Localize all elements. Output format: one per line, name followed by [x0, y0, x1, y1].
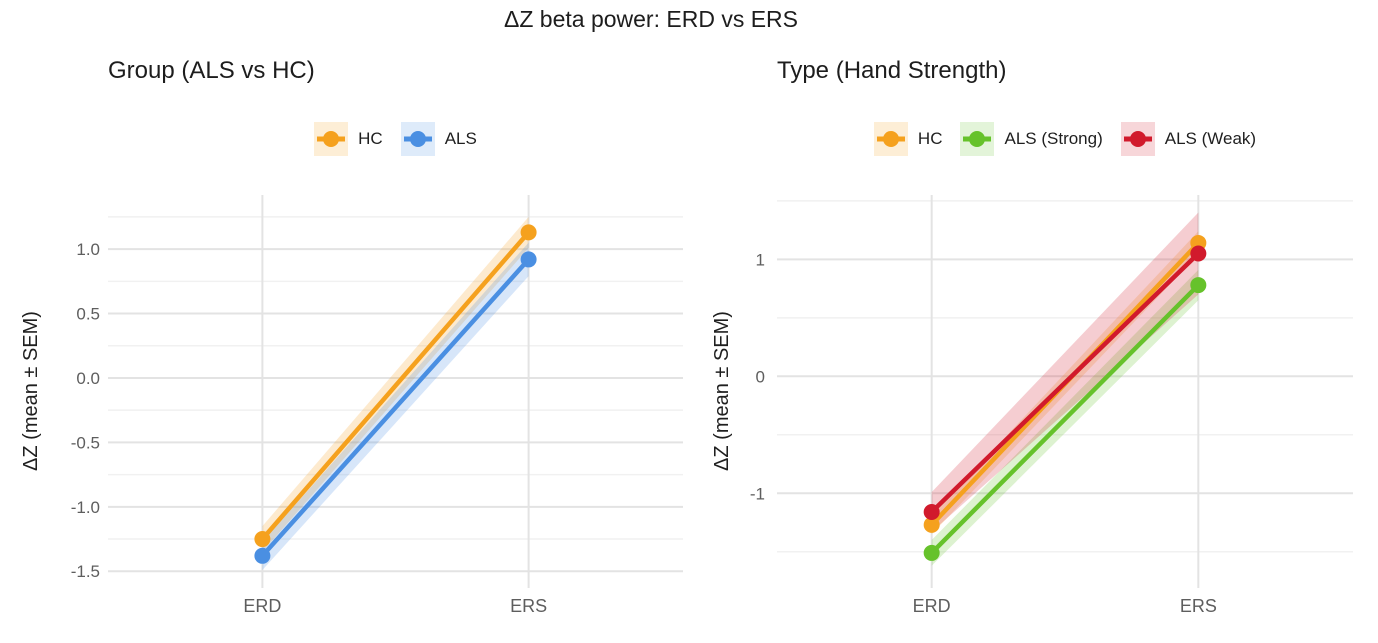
legend-item-ALS (Weak): ALS (Weak): [1120, 122, 1257, 156]
y-tick-label: -0.5: [71, 433, 100, 452]
legend-item-ALS (Strong): ALS (Strong): [960, 122, 1103, 156]
legend-key-icon: [1120, 122, 1155, 156]
legend-label: HC: [358, 129, 383, 148]
y-tick-label: 0.0: [76, 369, 100, 388]
legend-key-icon: [960, 122, 995, 156]
y-tick-label: 0: [756, 367, 765, 386]
panel-title-type: Type (Hand Strength): [777, 57, 1007, 84]
y-tick-label: 0.5: [76, 305, 100, 324]
figure-title: ΔZ beta power: ERD vs ERS: [503, 6, 798, 32]
data-point-ALS (Strong)-ERS: [1190, 277, 1207, 294]
series-line-ALS (Strong): [929, 282, 1201, 556]
x-category-label: ERD: [243, 596, 281, 616]
legend-item-HC: HC: [873, 122, 943, 156]
legend-label: ALS (Strong): [1004, 129, 1103, 148]
data-point-ALS (Weak)-ERD: [923, 503, 940, 520]
x-category-label: ERS: [510, 596, 547, 616]
data-point-ALS (Weak)-ERS: [1190, 245, 1207, 262]
panel-title-group: Group (ALS vs HC): [108, 57, 315, 84]
y-tick-label: 1.0: [76, 240, 100, 259]
legend-key-icon: [314, 122, 349, 156]
data-point-HC-ERD: [923, 516, 940, 533]
legend-key-icon: [400, 122, 435, 156]
series-line-HC: [260, 230, 531, 542]
legend-label: ALS: [444, 129, 477, 148]
y-tick-label: -1.0: [71, 498, 100, 517]
x-category-label: ERD: [913, 596, 951, 616]
x-category-label: ERS: [1180, 596, 1217, 616]
series-line-ALS (Weak): [929, 251, 1201, 515]
legend-group: HC ALS: [108, 121, 683, 157]
legend-item-ALS: ALS: [400, 122, 477, 156]
legend-item-HC: HC: [314, 122, 383, 156]
y-tick-label: 1: [756, 250, 765, 269]
series-line-ALS: [260, 257, 531, 559]
data-point-HC-ERD: [254, 531, 271, 548]
legend-label: HC: [917, 129, 943, 148]
data-point-ALS-ERD: [254, 547, 271, 564]
legend-label: ALS (Weak): [1164, 129, 1257, 148]
y-tick-label: -1.5: [71, 562, 100, 581]
legend-key-icon: [873, 122, 908, 156]
data-point-ALS (Strong)-ERD: [923, 544, 940, 561]
y-tick-label: -1: [750, 484, 765, 503]
legend-type: HC ALS (Strong) ALS (Weak): [777, 121, 1353, 157]
data-point-HC-ERS: [520, 224, 537, 241]
data-point-ALS-ERS: [520, 251, 537, 268]
